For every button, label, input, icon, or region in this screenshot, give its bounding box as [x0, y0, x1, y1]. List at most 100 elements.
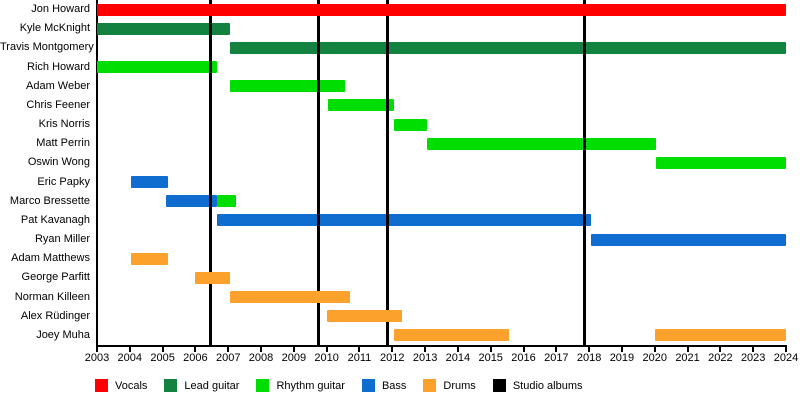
timeline-bar-chris-feener-rhythm-guitar	[328, 99, 394, 112]
member-label-travis-montgomery: Travis Montgomery	[0, 41, 94, 54]
axis-tick-label: 2006	[183, 352, 208, 364]
member-label-adam-matthews: Adam Matthews	[11, 252, 90, 265]
legend-swatch-lead-guitar	[164, 379, 178, 392]
legend-swatch-vocals	[95, 379, 108, 392]
studio-album-line	[208, 0, 212, 345]
axis-tick-label: 2014	[445, 352, 471, 364]
member-label-jon-howard: Jon Howard	[31, 3, 90, 15]
axis-tick	[555, 347, 558, 352]
studio-album-line	[316, 0, 320, 345]
timeline-bar-norman-killeen-drums	[229, 291, 350, 304]
axis-tick-label: 2013	[412, 352, 438, 364]
legend-swatch-rhythm-guitar	[256, 379, 270, 392]
member-label-chris-feener: Chris Feener	[26, 98, 90, 111]
legend-label-vocals: Vocals	[115, 379, 148, 392]
x-axis-line	[96, 345, 787, 347]
timeline-bar-kris-norris-rhythm-guitar	[393, 118, 427, 131]
legend-label-drums: Drums	[443, 379, 476, 392]
axis-tick-label: 2022	[708, 352, 733, 364]
timeline-bar-marco-bressette-rhythm-guitar	[216, 195, 237, 208]
axis-tick-label: 2016	[511, 352, 536, 364]
legend-item-lead-guitar: Lead guitar	[164, 379, 239, 392]
legend-item-rhythm-guitar: Rhythm guitar	[256, 379, 345, 392]
member-label-pat-kavanagh: Pat Kavanagh	[20, 213, 90, 226]
member-label-matt-perrin: Matt Perrin	[36, 137, 90, 150]
axis-tick	[489, 347, 492, 352]
timeline-bar-alex-r-dinger-drums	[326, 310, 403, 323]
member-label-marco-bressette: Marco Bressette	[9, 194, 90, 207]
timeline-bar-joey-muha-drums	[654, 329, 786, 342]
timeline-bar-rich-howard-rhythm-guitar	[97, 61, 217, 74]
legend-label-lead-guitar: Lead guitar	[184, 379, 240, 392]
timeline-bar-travis-montgomery-lead-guitar	[229, 41, 786, 54]
legend-swatch-bass	[361, 379, 375, 392]
axis-tick	[588, 347, 591, 352]
legend-item-vocals: Vocals	[95, 379, 147, 392]
axis-tick	[161, 347, 164, 352]
axis-tick-label: 2008	[248, 352, 274, 364]
timeline-bar-ryan-miller-bass	[590, 233, 786, 246]
axis-tick-label: 2020	[642, 352, 667, 364]
axis-tick-label: 2021	[675, 352, 700, 364]
axis-tick-label: 2009	[281, 352, 307, 364]
axis-tick-label: 2004	[117, 352, 143, 364]
studio-album-line	[582, 0, 586, 345]
timeline-bar-oswin-wong-rhythm-guitar	[656, 156, 786, 169]
legend-item-drums: Drums	[423, 379, 476, 392]
timeline-bar-adam-matthews-drums	[131, 252, 168, 265]
member-label-kris-norris: Kris Norris	[38, 118, 90, 130]
axis-tick-label: 2010	[314, 352, 339, 364]
legend: Vocals Lead guitar Rhythm guitar Bass Drums S…	[95, 379, 583, 392]
studio-album-line	[385, 0, 389, 345]
timeline-bar-kyle-mcknight-lead-guitar	[97, 22, 230, 35]
member-label-kyle-mcknight: Kyle McKnight	[19, 22, 90, 35]
timeline-bar-adam-weber-rhythm-guitar	[229, 80, 345, 93]
axis-tick-label: 2011	[347, 352, 372, 364]
member-label-adam-weber: Adam Weber	[26, 79, 90, 92]
axis-tick-label: 2003	[84, 352, 110, 364]
legend-label-rhythm-guitar: Rhythm guitar	[276, 379, 345, 392]
y-axis-line	[96, 0, 98, 347]
timeline-bar-jon-howard-vocals	[97, 3, 786, 16]
timeline-bar-george-parfitt-drums	[195, 271, 230, 284]
member-label-alex-r-dinger: Alex Rüdinger	[20, 309, 90, 322]
axis-tick	[686, 347, 689, 352]
axis-tick	[292, 347, 295, 352]
member-label-joey-muha: Joey Muha	[36, 328, 90, 341]
timeline-bar-joey-muha-drums	[393, 329, 509, 342]
axis-tick	[227, 347, 230, 352]
axis-tick	[128, 347, 131, 352]
axis-tick	[391, 347, 394, 352]
axis-tick	[358, 347, 361, 352]
timeline-bar-pat-kavanagh-bass	[216, 214, 591, 227]
axis-tick	[96, 347, 98, 352]
axis-tick	[620, 347, 623, 352]
axis-tick-label: 2015	[478, 352, 503, 364]
axis-tick	[719, 347, 722, 352]
axis-tick	[456, 347, 459, 352]
member-labels: Jon Howard Kyle McKnight Travis Montgomery…	[0, 0, 94, 345]
member-label-eric-papky: Eric Papky	[37, 175, 90, 188]
member-label-ryan-miller: Ryan Miller	[34, 233, 90, 245]
member-label-norman-killeen: Norman Killeen	[14, 290, 90, 303]
axis-tick-label: 2005	[150, 352, 175, 364]
axis-tick-label: 2019	[609, 352, 635, 364]
plot-area	[97, 0, 786, 345]
legend-label-bass: Bass	[381, 379, 407, 392]
axis-tick	[522, 347, 525, 352]
axis-tick	[653, 347, 656, 352]
legend-label-studio-albums: Studio albums	[512, 379, 583, 392]
axis-tick-label: 2012	[380, 352, 405, 364]
legend-item-bass: Bass	[361, 379, 407, 392]
axis-tick	[752, 347, 755, 352]
timeline-bar-marco-bressette-bass	[165, 195, 217, 208]
axis-tick-label: 2017	[544, 352, 569, 364]
timeline-bar-matt-perrin-rhythm-guitar	[426, 137, 657, 150]
legend-item-studio-albums: Studio albums	[492, 379, 583, 392]
axis-tick	[785, 347, 787, 352]
axis-tick-label: 2024	[773, 352, 799, 364]
axis-tick	[424, 347, 427, 352]
legend-swatch-drums	[423, 379, 437, 392]
axis-tick-label: 2023	[740, 352, 766, 364]
